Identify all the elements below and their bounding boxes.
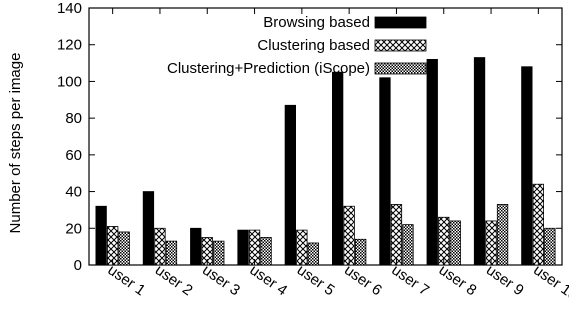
x-tick-label: user 4 [246,261,290,299]
legend-label: Clustering based [257,37,370,54]
y-tick-label: 20 [65,220,82,237]
legend-swatch-solid-black [374,16,427,29]
x-tick-label: user 3 [199,261,243,299]
bar-dense-dots-6 [354,238,367,266]
x-tick-label: user 8 [436,261,480,299]
bar-crosshatch-9 [485,220,497,266]
x-tick-label: user 2 [152,261,196,299]
bar-dense-dots-5 [307,242,320,266]
bar-dense-dots-9 [496,204,509,266]
y-tick-label: 0 [74,257,82,274]
bar-dense-dots-1 [118,231,130,266]
bar-dense-dots-3 [213,240,225,266]
y-tick-label: 80 [65,110,82,127]
bar-solid-black-1 [95,205,107,266]
y-axis-label: Number of steps per image [7,53,24,234]
legend-label: Clustering+Prediction (iScope) [167,60,370,77]
legend-swatch-dense-dots [374,62,427,75]
bar-crosshatch-7 [390,204,403,266]
y-tick-label: 140 [57,0,82,17]
bar-crosshatch-8 [438,216,450,266]
bar-dense-dots-2 [165,240,178,266]
plot-area [88,7,563,266]
legend-swatch-crosshatch [374,39,427,52]
x-tick-label: user 5 [294,261,338,299]
bar-solid-black-9 [473,57,486,266]
bar-crosshatch-6 [343,205,355,266]
x-tick-label: user 1 [105,261,149,299]
plot-frame [88,7,563,266]
legend-label: Browsing based [263,14,370,31]
x-tick-label: user 10 [530,261,569,304]
bar-crosshatch-10 [532,183,544,266]
y-tick-label: 120 [57,37,82,54]
bar-solid-black-2 [142,191,155,266]
legend: Browsing based Clustering based Clustering… [167,14,427,77]
bar-solid-black-5 [284,104,297,266]
bar-dense-dots-7 [402,224,414,266]
x-tick-label: user 6 [341,261,385,299]
y-tick-label: 40 [65,184,82,201]
bars-group [95,57,556,266]
bar-dense-dots-4 [260,237,272,266]
x-tick-label: user 9 [483,261,527,299]
y-tick-label: 100 [57,73,82,90]
bar-solid-black-7 [379,77,391,266]
bar-solid-black-4 [237,229,249,266]
bar-solid-black-3 [190,227,202,266]
bar-solid-black-10 [521,66,533,266]
y-axis-ticks: 0 20 40 60 80 100 120 140 [57,0,562,274]
bar-dense-dots-8 [449,220,461,266]
bar-solid-black-6 [331,71,344,266]
bar-dense-dots-10 [544,227,556,266]
x-tick-label: user 7 [388,261,432,299]
bar-solid-black-8 [426,59,438,266]
y-tick-label: 60 [65,147,82,164]
